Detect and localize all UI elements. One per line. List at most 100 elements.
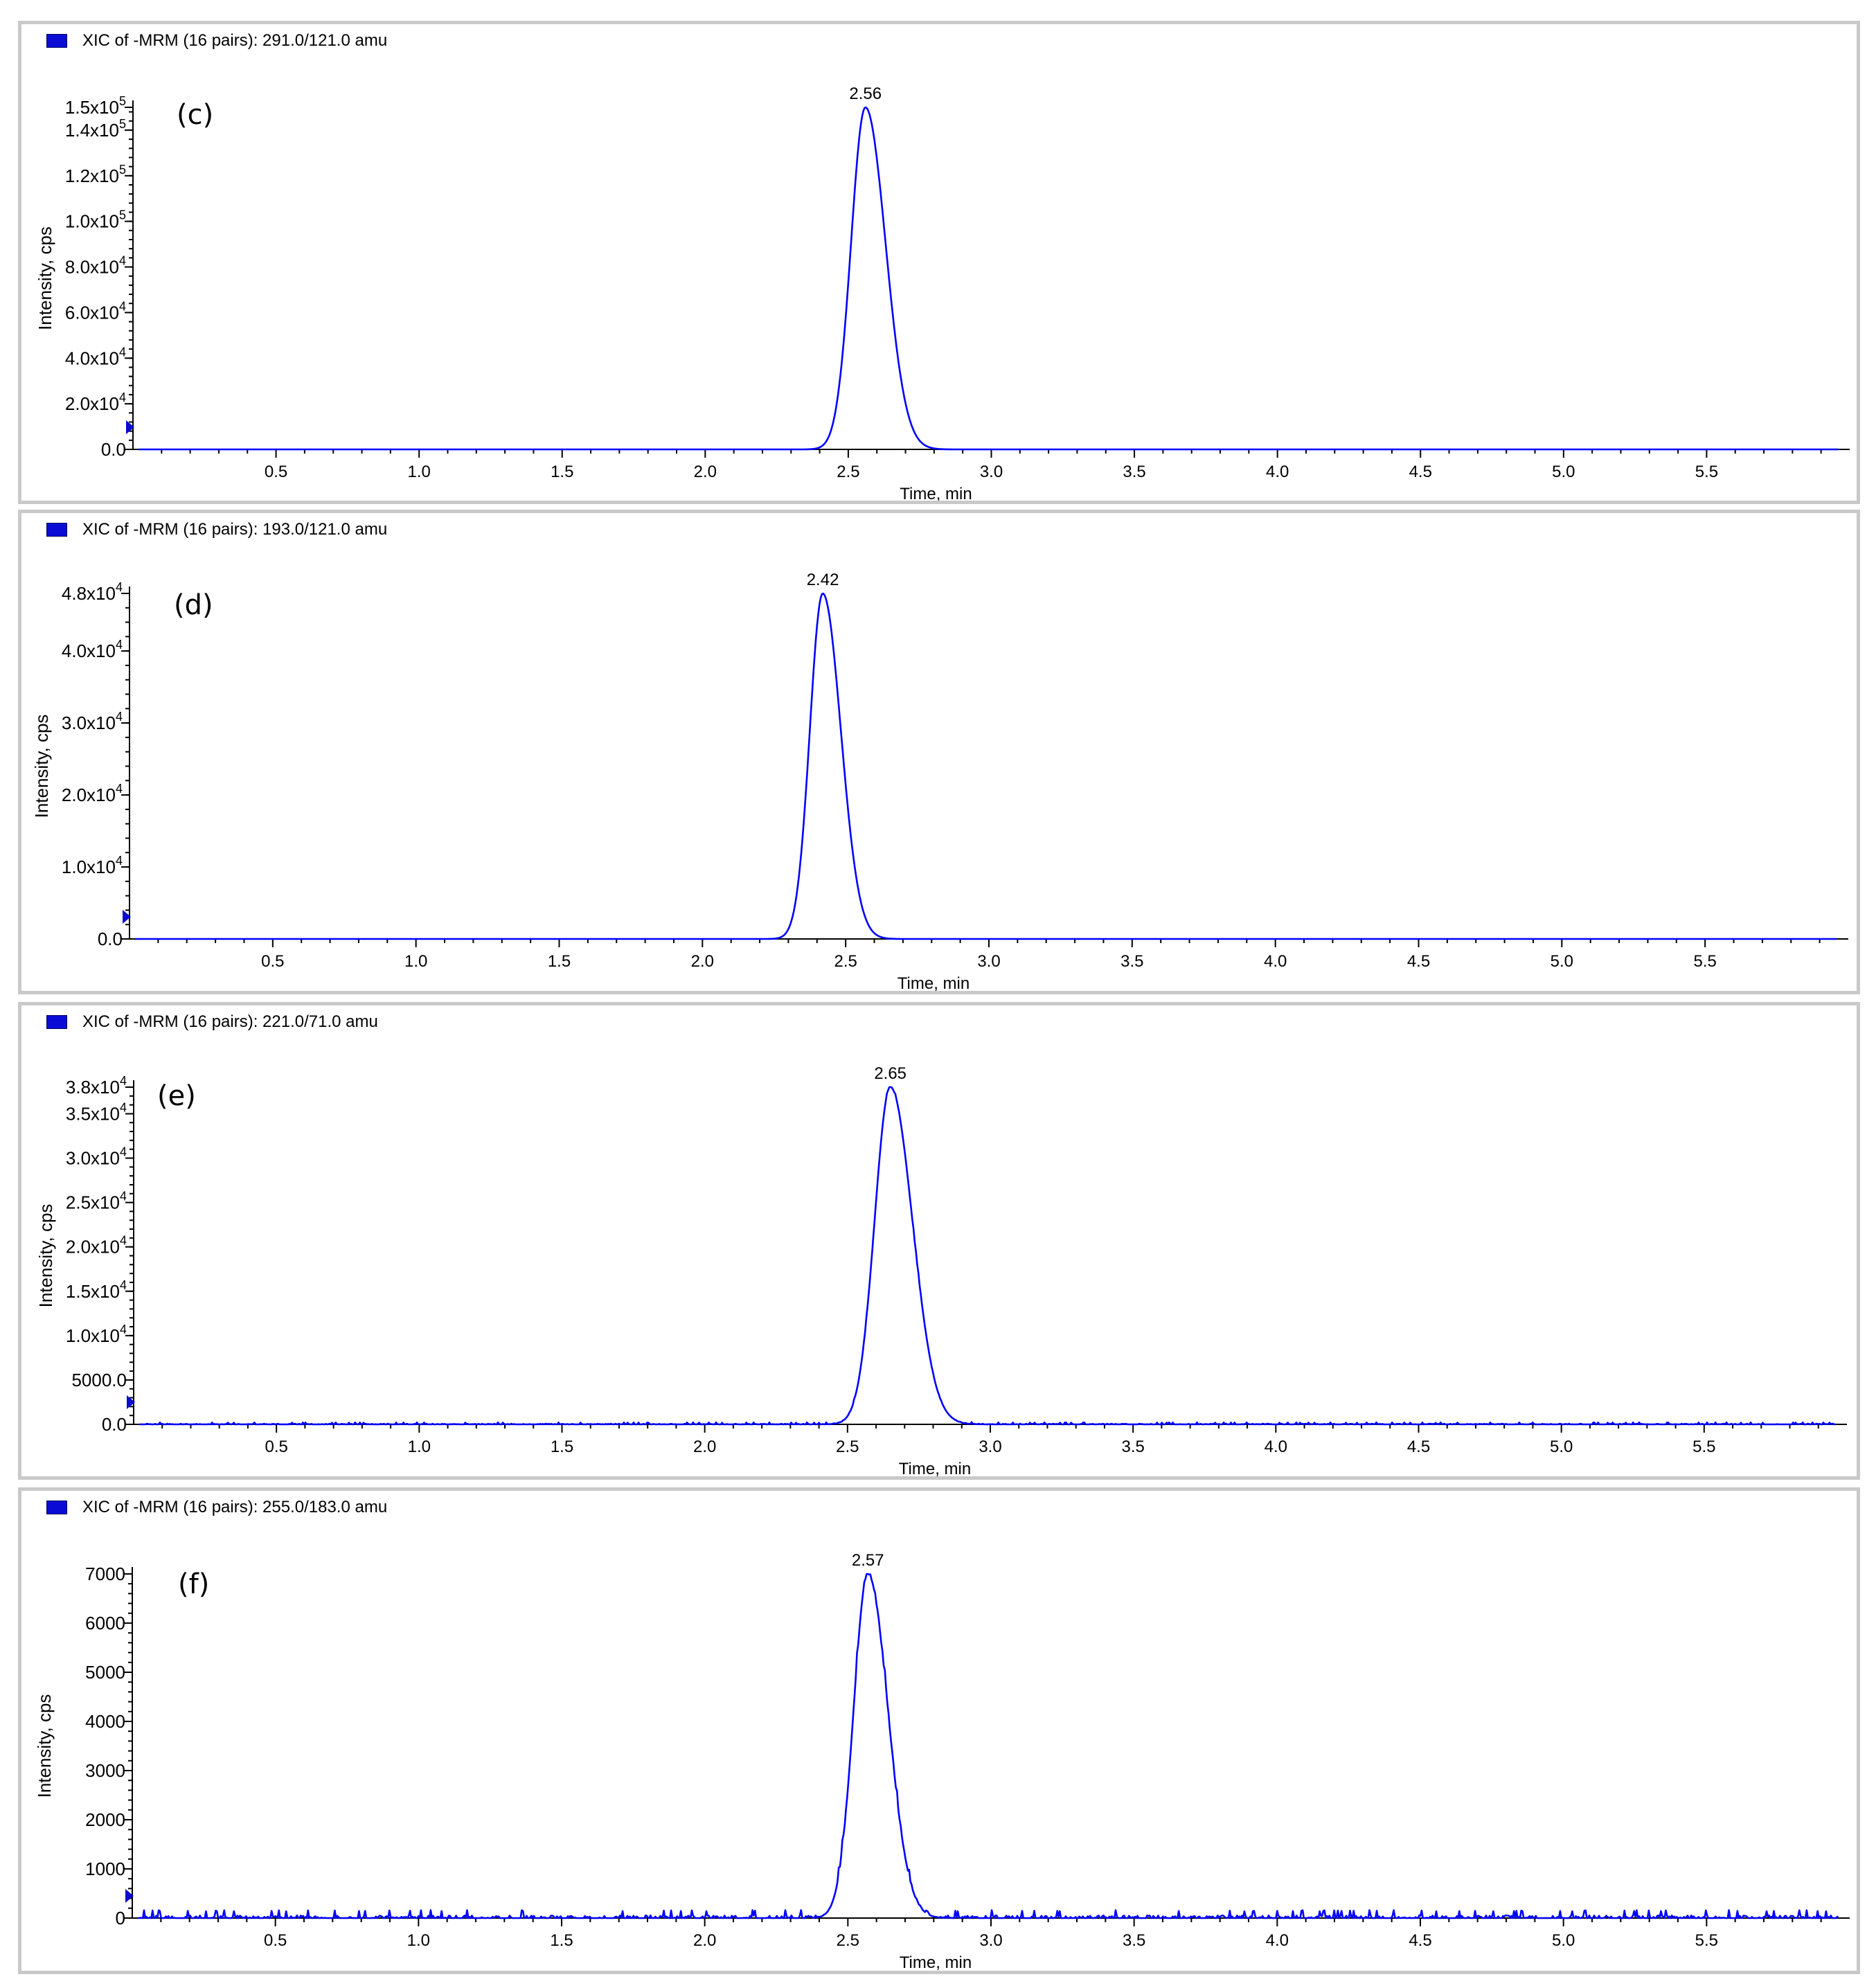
x-axis-label: Time, min bbox=[899, 1460, 971, 1476]
y-tick-label: 1.2x105 bbox=[65, 163, 126, 186]
y-tick-label: 1.5x104 bbox=[66, 1278, 127, 1302]
panel-label: (f) bbox=[178, 1568, 210, 1600]
chromatogram-trace bbox=[135, 592, 1837, 940]
y-tick-label: 0 bbox=[116, 1908, 125, 1928]
y-tick-label: 3.8x104 bbox=[66, 1074, 127, 1098]
x-tick-label: 1.5 bbox=[550, 1931, 573, 1950]
x-tick-label: 0.5 bbox=[261, 952, 284, 971]
x-tick-label: 4.5 bbox=[1407, 1438, 1430, 1456]
x-tick-label: 1.5 bbox=[548, 952, 571, 971]
x-tick-label: 5.0 bbox=[1552, 463, 1575, 481]
panel-title: XIC of -MRM (16 pairs): 291.0/121.0 amu bbox=[82, 31, 388, 50]
chromatogram-panel-f: XIC of -MRM (16 pairs): 255.0/183.0 amu … bbox=[18, 1487, 1860, 1974]
y-tick-label: 1.0x104 bbox=[66, 1323, 127, 1346]
y-tick-label: 0.0 bbox=[102, 1414, 127, 1435]
x-tick-label: 4.5 bbox=[1409, 1931, 1431, 1950]
x-axis-label: Time, min bbox=[897, 974, 970, 991]
x-tick-label: 5.0 bbox=[1552, 1931, 1575, 1950]
baseline-marker-icon bbox=[126, 420, 134, 434]
y-tick-label: 3000 bbox=[85, 1760, 125, 1781]
legend-swatch-icon bbox=[46, 1015, 67, 1029]
x-tick-label: 2.5 bbox=[837, 1931, 859, 1950]
x-tick-label: 1.0 bbox=[408, 1438, 431, 1456]
y-tick-label: 3.5x104 bbox=[66, 1100, 127, 1124]
y-axis-label: Intensity, cps bbox=[35, 226, 55, 330]
x-tick-label: 3.0 bbox=[979, 1931, 1002, 1950]
x-tick-label: 1.5 bbox=[551, 463, 573, 481]
x-axis-label: Time, min bbox=[900, 1953, 972, 1971]
y-tick-label: 3.0x104 bbox=[62, 710, 123, 733]
x-tick-label: 1.0 bbox=[404, 952, 427, 971]
x-tick-label: 4.0 bbox=[1266, 1931, 1289, 1950]
chromatogram-panel-e: XIC of -MRM (16 pairs): 221.0/71.0 amu (… bbox=[18, 1002, 1860, 1480]
panel-label: (c) bbox=[177, 99, 214, 131]
x-tick-label: 1.0 bbox=[407, 463, 430, 481]
x-tick-label: 5.5 bbox=[1695, 1931, 1718, 1950]
x-tick-label: 2.5 bbox=[837, 463, 859, 481]
x-tick-label: 3.5 bbox=[1121, 1438, 1144, 1456]
x-tick-label: 4.0 bbox=[1264, 952, 1287, 971]
x-tick-label: 2.0 bbox=[691, 952, 714, 971]
x-tick-label: 3.5 bbox=[1123, 463, 1145, 481]
x-tick-label: 4.0 bbox=[1265, 1438, 1287, 1456]
y-tick-label: 0.0 bbox=[98, 929, 123, 949]
x-tick-label: 0.5 bbox=[264, 1931, 287, 1950]
peak-label: 2.65 bbox=[874, 1064, 906, 1083]
y-tick-label: 1.4x105 bbox=[65, 117, 126, 141]
chart-plot: 0.5 1.0 1.5 2.0 2.5 3.0 3.5 4.0 4.5 5.0 5.5 Time, m… bbox=[35, 84, 1850, 501]
y-tick-label: 1.0x105 bbox=[65, 208, 126, 232]
y-tick-label: 6.0x104 bbox=[65, 299, 126, 323]
y-tick-label: 7000 bbox=[85, 1564, 125, 1584]
x-tick-label: 1.5 bbox=[551, 1438, 573, 1456]
y-axis-label: Intensity, cps bbox=[34, 1694, 55, 1798]
x-tick-label: 5.5 bbox=[1692, 1438, 1715, 1456]
chromatogram-trace bbox=[138, 1573, 1839, 1919]
y-tick-label: 5000 bbox=[85, 1662, 125, 1683]
y-tick-label: 5000.0 bbox=[71, 1370, 127, 1390]
x-tick-label: 4.5 bbox=[1409, 463, 1432, 481]
x-tick-label: 2.0 bbox=[693, 1438, 716, 1456]
x-tick-label: 3.0 bbox=[977, 952, 1000, 971]
x-tick-label: 2.0 bbox=[694, 463, 717, 481]
x-tick-label: 2.5 bbox=[836, 1438, 859, 1456]
y-tick-label: 1000 bbox=[85, 1859, 125, 1879]
y-tick-label: 6000 bbox=[85, 1613, 125, 1633]
x-tick-label: 2.0 bbox=[693, 1931, 716, 1950]
y-tick-label: 2.0x104 bbox=[62, 782, 123, 805]
chart-plot: 0.5 1.0 1.5 2.0 2.5 3.0 3.5 4.0 4.5 5.0 5.5 Time, m… bbox=[35, 1064, 1847, 1476]
y-tick-label: 2.0x104 bbox=[66, 1234, 127, 1257]
baseline-marker-icon bbox=[125, 1889, 134, 1903]
y-tick-label: 4.0x104 bbox=[65, 345, 126, 368]
panel-title: XIC of -MRM (16 pairs): 221.0/71.0 amu bbox=[82, 1012, 378, 1031]
y-tick-label: 8.0x104 bbox=[65, 254, 126, 278]
y-tick-label: 1.5x105 bbox=[65, 94, 126, 118]
x-tick-label: 1.0 bbox=[407, 1931, 430, 1950]
y-tick-label: 2.0x104 bbox=[65, 391, 126, 414]
x-tick-label: 3.5 bbox=[1120, 952, 1143, 971]
chromatogram-trace bbox=[139, 106, 1839, 451]
panel-label: (e) bbox=[157, 1080, 196, 1112]
x-tick-label: 0.5 bbox=[265, 463, 287, 481]
legend-swatch-icon bbox=[46, 34, 67, 48]
y-tick-label: 3.0x104 bbox=[66, 1145, 127, 1169]
peak-label: 2.57 bbox=[852, 1551, 884, 1570]
x-tick-label: 2.5 bbox=[834, 952, 857, 971]
x-tick-label: 5.5 bbox=[1695, 463, 1718, 481]
chart-plot: 0.5 1.0 1.5 2.0 2.5 3.0 3.5 4.0 4.5 5.0 5.5 Time, m… bbox=[34, 1551, 1850, 1971]
x-tick-label: 3.5 bbox=[1123, 1931, 1145, 1950]
y-tick-label: 2.5x104 bbox=[66, 1190, 127, 1213]
x-tick-label: 0.5 bbox=[265, 1438, 287, 1456]
chromatogram-trace bbox=[139, 1086, 1836, 1426]
baseline-marker-icon bbox=[127, 1395, 135, 1409]
y-tick-label: 4000 bbox=[85, 1711, 125, 1732]
y-tick-label: 4.8x104 bbox=[62, 580, 123, 604]
x-tick-label: 3.0 bbox=[979, 1438, 1001, 1456]
x-tick-label: 5.0 bbox=[1550, 1438, 1573, 1456]
chart-plot: 0.5 1.0 1.5 2.0 2.5 3.0 3.5 4.0 4.5 5.0 5.5 Time, m… bbox=[31, 571, 1848, 991]
chromatogram-panel-c: XIC of -MRM (16 pairs): 291.0/121.0 amu … bbox=[18, 21, 1860, 504]
panel-title: XIC of -MRM (16 pairs): 193.0/121.0 amu bbox=[82, 520, 388, 539]
legend-swatch-icon bbox=[46, 523, 67, 537]
y-tick-label: 0.0 bbox=[101, 439, 126, 460]
baseline-marker-icon bbox=[123, 910, 131, 924]
y-axis-label: Intensity, cps bbox=[31, 715, 52, 818]
